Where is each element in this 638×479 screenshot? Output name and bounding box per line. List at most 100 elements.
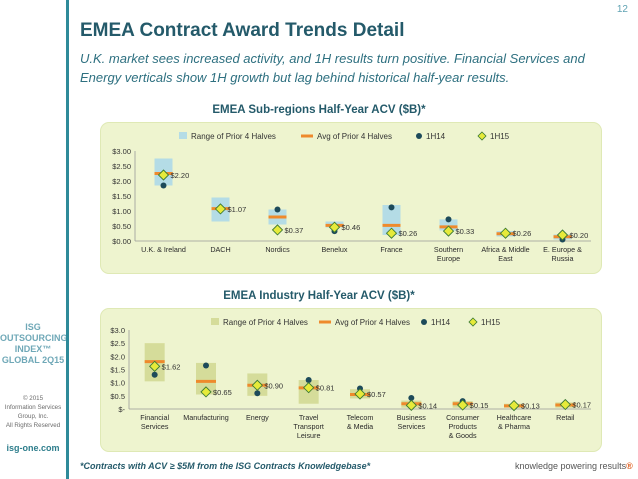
legend-range-swatch	[179, 132, 187, 139]
x-category-label: Europe	[437, 254, 460, 263]
h15-marker	[214, 203, 227, 215]
x-category-label: & Pharma	[498, 422, 530, 431]
legend-1h15-marker	[468, 317, 478, 327]
logo-line: INDEX™	[14, 344, 52, 354]
h14-marker	[305, 377, 312, 384]
h15-marker	[442, 225, 455, 237]
h14-marker	[445, 216, 452, 223]
x-category-label: East	[498, 254, 512, 263]
x-category-label: Benelux	[322, 245, 348, 254]
h14-marker	[254, 390, 261, 397]
page-title: EMEA Contract Award Trends Detail	[80, 20, 405, 41]
h15-data-label: $0.17	[572, 401, 591, 410]
h14-marker	[203, 362, 209, 369]
h15-marker	[157, 169, 170, 181]
y-tick-label: $2.00	[112, 177, 131, 186]
copyright-line: © 2015	[22, 395, 44, 402]
h15-data-label: $1.07	[228, 205, 247, 214]
x-category-label: Services	[141, 422, 169, 431]
copyright-line: All Rights Reserved	[5, 422, 61, 429]
x-category-label: Southern	[434, 245, 463, 254]
h15-marker	[556, 229, 569, 241]
h15-marker	[200, 386, 212, 398]
y-tick-label: $3.00	[112, 147, 131, 156]
sidebar: ISG OUTSOURCING INDEX™ GLOBAL 2Q15 © 201…	[0, 0, 68, 479]
y-tick-label: $0.50	[112, 222, 131, 231]
y-tick-label: $2.5	[110, 339, 125, 348]
h14-marker	[151, 371, 158, 378]
h15-marker	[271, 224, 284, 236]
y-tick-label: $1.00	[112, 207, 131, 216]
h15-data-label: $0.14	[418, 401, 437, 410]
h15-marker	[303, 382, 315, 394]
chart-title-subregions: EMEA Sub-regions Half-Year ACV ($B)*	[212, 104, 426, 116]
page-number: 12	[616, 4, 628, 15]
x-category-label: Leisure	[297, 431, 321, 440]
x-category-label: Business	[397, 413, 427, 422]
chart-subregions-svg: Range of Prior 4 Halves Avg of Prior 4 Ha…	[112, 131, 591, 263]
logo-line: OUTSOURCING	[0, 333, 68, 343]
x-category-label: Products	[448, 422, 477, 431]
legend-avg-label: Avg of Prior 4 Halves	[335, 318, 410, 327]
range-bar	[382, 205, 401, 235]
h14-marker	[274, 206, 281, 213]
y-tick-label: $1.5	[110, 366, 125, 375]
y-tick-label: $1.0	[110, 379, 125, 388]
tagline-mark: ®	[626, 461, 633, 471]
h15-data-label: $0.90	[264, 381, 283, 390]
logo-line: ISG	[25, 322, 41, 332]
x-category-label: Services	[398, 422, 426, 431]
legend-1h14-marker	[416, 133, 422, 139]
h15-data-label: $0.33	[456, 227, 475, 236]
h15-data-label: $2.20	[171, 171, 190, 180]
legend-1h15-label: 1H15	[481, 318, 501, 327]
y-tick-label: $0.5	[110, 392, 125, 401]
x-category-label: Russia	[552, 254, 574, 263]
chart-industry-svg: Range of Prior 4 Halves Avg of Prior 4 Ha…	[110, 317, 591, 440]
h15-data-label: $0.13	[521, 402, 540, 411]
h15-marker	[251, 379, 263, 391]
site-link[interactable]: isg-one.com	[6, 443, 60, 453]
h15-marker	[499, 227, 512, 239]
y-tick-label: $2.50	[112, 162, 131, 171]
tagline-text: knowledge powering results	[515, 461, 627, 471]
chart-subregions: Range of Prior 4 Halves Avg of Prior 4 Ha…	[100, 122, 602, 274]
x-category-label: Transport	[293, 422, 324, 431]
sidebar-divider	[66, 0, 69, 479]
x-category-label: Manufacturing	[183, 413, 229, 422]
h15-marker	[328, 221, 341, 233]
legend-1h15-label: 1H15	[490, 132, 510, 141]
page-subtitle: U.K. market sees increased activity, and…	[80, 51, 585, 85]
x-category-label: U.K. & Ireland	[141, 245, 186, 254]
legend-1h14-label: 1H14	[426, 132, 446, 141]
x-category-label: Africa & Middle	[481, 245, 529, 254]
copyright: © 2015 Information Services Group, Inc. …	[0, 394, 66, 430]
isg-index-logo: ISG OUTSOURCING INDEX™ GLOBAL 2Q15	[0, 322, 68, 366]
h15-data-label: $0.65	[213, 388, 232, 397]
h15-data-label: $0.57	[367, 390, 386, 399]
h15-data-label: $0.20	[570, 231, 589, 240]
legend-1h14-label: 1H14	[431, 318, 451, 327]
x-category-label: Travel	[299, 413, 319, 422]
h15-marker	[405, 399, 417, 411]
h15-data-label: $0.37	[285, 226, 304, 235]
tagline: knowledge powering results®	[515, 461, 633, 471]
h15-data-label: $0.46	[342, 223, 361, 232]
legend-1h14-marker	[421, 319, 427, 325]
h15-data-label: $0.26	[513, 229, 532, 238]
range-bar	[439, 219, 458, 231]
chart-industry: Range of Prior 4 Halves Avg of Prior 4 Ha…	[100, 308, 602, 452]
legend-1h15-marker	[477, 131, 487, 141]
range-bar	[196, 362, 216, 395]
legend-avg-label: Avg of Prior 4 Halves	[317, 132, 392, 141]
h15-marker	[354, 388, 366, 400]
x-category-label: Nordics	[265, 245, 290, 254]
legend-range-label: Range of Prior 4 Halves	[223, 318, 308, 327]
h15-data-label: $0.81	[316, 384, 335, 393]
h14-marker	[408, 394, 415, 401]
x-category-label: Energy	[246, 413, 269, 422]
x-category-label: France	[380, 245, 402, 254]
x-category-label: E. Europe &	[543, 245, 582, 254]
h15-marker	[457, 399, 469, 411]
y-tick-label: $3.0	[110, 326, 125, 335]
